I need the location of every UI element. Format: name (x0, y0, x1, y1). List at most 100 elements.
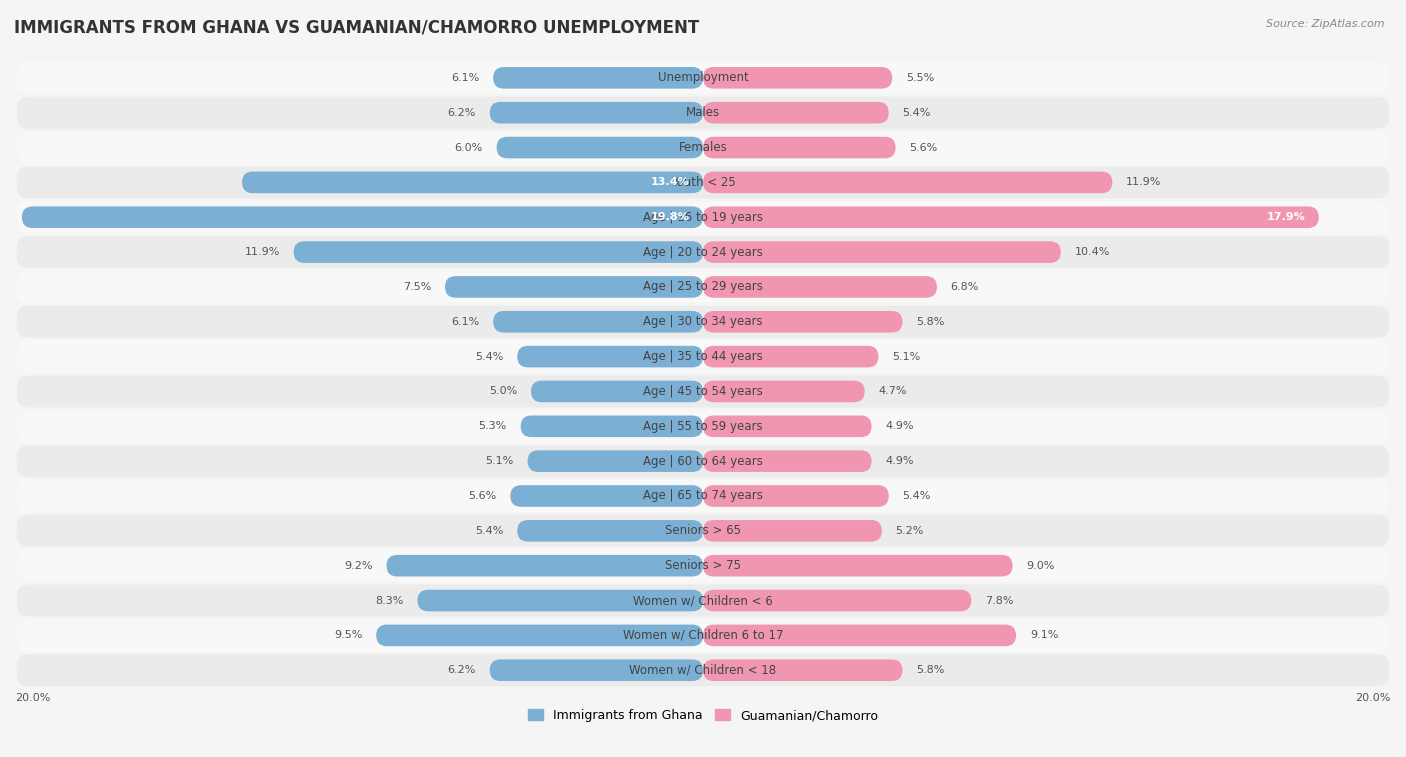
Text: 5.1%: 5.1% (485, 456, 513, 466)
FancyBboxPatch shape (17, 341, 1389, 372)
FancyBboxPatch shape (17, 306, 1389, 338)
FancyBboxPatch shape (17, 132, 1389, 164)
Text: 5.0%: 5.0% (489, 387, 517, 397)
Text: Source: ZipAtlas.com: Source: ZipAtlas.com (1267, 19, 1385, 29)
Text: Males: Males (686, 106, 720, 119)
Text: 9.1%: 9.1% (1029, 631, 1059, 640)
Text: 19.8%: 19.8% (651, 212, 689, 223)
Text: 17.9%: 17.9% (1267, 212, 1305, 223)
Text: 6.1%: 6.1% (451, 73, 479, 83)
Text: 5.4%: 5.4% (475, 351, 503, 362)
FancyBboxPatch shape (489, 659, 703, 681)
FancyBboxPatch shape (703, 485, 889, 506)
Text: 5.4%: 5.4% (475, 526, 503, 536)
Text: 6.1%: 6.1% (451, 316, 479, 327)
Text: Seniors > 65: Seniors > 65 (665, 525, 741, 537)
FancyBboxPatch shape (703, 416, 872, 437)
Text: 5.5%: 5.5% (905, 73, 934, 83)
FancyBboxPatch shape (703, 520, 882, 542)
FancyBboxPatch shape (17, 445, 1389, 477)
Text: Women w/ Children < 18: Women w/ Children < 18 (630, 664, 776, 677)
Text: Age | 60 to 64 years: Age | 60 to 64 years (643, 455, 763, 468)
Text: 7.8%: 7.8% (986, 596, 1014, 606)
Text: 4.9%: 4.9% (886, 456, 914, 466)
FancyBboxPatch shape (510, 485, 703, 506)
FancyBboxPatch shape (294, 241, 703, 263)
FancyBboxPatch shape (17, 167, 1389, 198)
FancyBboxPatch shape (17, 236, 1389, 268)
FancyBboxPatch shape (17, 584, 1389, 616)
Text: Seniors > 75: Seniors > 75 (665, 559, 741, 572)
Text: 5.4%: 5.4% (903, 491, 931, 501)
Text: 6.0%: 6.0% (454, 142, 482, 153)
Text: Age | 65 to 74 years: Age | 65 to 74 years (643, 490, 763, 503)
Text: Age | 16 to 19 years: Age | 16 to 19 years (643, 210, 763, 224)
FancyBboxPatch shape (17, 515, 1389, 547)
FancyBboxPatch shape (377, 625, 703, 646)
FancyBboxPatch shape (17, 619, 1389, 652)
Text: 4.7%: 4.7% (879, 387, 907, 397)
FancyBboxPatch shape (387, 555, 703, 577)
Text: 8.3%: 8.3% (375, 596, 404, 606)
Text: Youth < 25: Youth < 25 (671, 176, 735, 189)
Text: 9.0%: 9.0% (1026, 561, 1054, 571)
FancyBboxPatch shape (531, 381, 703, 402)
Text: 20.0%: 20.0% (1355, 693, 1391, 703)
Text: Unemployment: Unemployment (658, 71, 748, 84)
Text: 5.6%: 5.6% (468, 491, 496, 501)
Text: 5.3%: 5.3% (478, 422, 508, 431)
Text: 6.8%: 6.8% (950, 282, 979, 292)
FancyBboxPatch shape (703, 172, 1112, 193)
FancyBboxPatch shape (22, 207, 703, 228)
FancyBboxPatch shape (17, 654, 1389, 687)
Text: 5.4%: 5.4% (903, 107, 931, 117)
FancyBboxPatch shape (520, 416, 703, 437)
Text: Age | 35 to 44 years: Age | 35 to 44 years (643, 350, 763, 363)
Text: 4.9%: 4.9% (886, 422, 914, 431)
Text: 6.2%: 6.2% (447, 665, 477, 675)
FancyBboxPatch shape (494, 311, 703, 332)
Text: 7.5%: 7.5% (404, 282, 432, 292)
FancyBboxPatch shape (517, 346, 703, 367)
FancyBboxPatch shape (703, 590, 972, 612)
Text: 5.6%: 5.6% (910, 142, 938, 153)
FancyBboxPatch shape (527, 450, 703, 472)
FancyBboxPatch shape (703, 67, 893, 89)
Text: 5.8%: 5.8% (917, 316, 945, 327)
Text: Age | 20 to 24 years: Age | 20 to 24 years (643, 245, 763, 259)
FancyBboxPatch shape (703, 381, 865, 402)
Text: 9.5%: 9.5% (335, 631, 363, 640)
Text: 5.2%: 5.2% (896, 526, 924, 536)
FancyBboxPatch shape (17, 375, 1389, 407)
Text: Women w/ Children < 6: Women w/ Children < 6 (633, 594, 773, 607)
FancyBboxPatch shape (703, 276, 936, 298)
Legend: Immigrants from Ghana, Guamanian/Chamorro: Immigrants from Ghana, Guamanian/Chamorr… (527, 709, 879, 722)
FancyBboxPatch shape (17, 271, 1389, 303)
FancyBboxPatch shape (489, 102, 703, 123)
FancyBboxPatch shape (703, 659, 903, 681)
Text: Age | 45 to 54 years: Age | 45 to 54 years (643, 385, 763, 398)
FancyBboxPatch shape (17, 410, 1389, 442)
Text: 11.9%: 11.9% (245, 247, 280, 257)
Text: IMMIGRANTS FROM GHANA VS GUAMANIAN/CHAMORRO UNEMPLOYMENT: IMMIGRANTS FROM GHANA VS GUAMANIAN/CHAMO… (14, 19, 699, 37)
FancyBboxPatch shape (17, 480, 1389, 512)
FancyBboxPatch shape (17, 62, 1389, 94)
FancyBboxPatch shape (703, 346, 879, 367)
FancyBboxPatch shape (496, 137, 703, 158)
Text: 9.2%: 9.2% (344, 561, 373, 571)
FancyBboxPatch shape (703, 311, 903, 332)
FancyBboxPatch shape (703, 207, 1319, 228)
FancyBboxPatch shape (703, 137, 896, 158)
FancyBboxPatch shape (703, 625, 1017, 646)
Text: 13.4%: 13.4% (651, 177, 689, 188)
FancyBboxPatch shape (494, 67, 703, 89)
Text: Women w/ Children 6 to 17: Women w/ Children 6 to 17 (623, 629, 783, 642)
Text: 5.1%: 5.1% (893, 351, 921, 362)
Text: Age | 55 to 59 years: Age | 55 to 59 years (643, 420, 763, 433)
FancyBboxPatch shape (703, 450, 872, 472)
FancyBboxPatch shape (418, 590, 703, 612)
Text: 11.9%: 11.9% (1126, 177, 1161, 188)
FancyBboxPatch shape (17, 97, 1389, 129)
FancyBboxPatch shape (242, 172, 703, 193)
FancyBboxPatch shape (703, 241, 1060, 263)
